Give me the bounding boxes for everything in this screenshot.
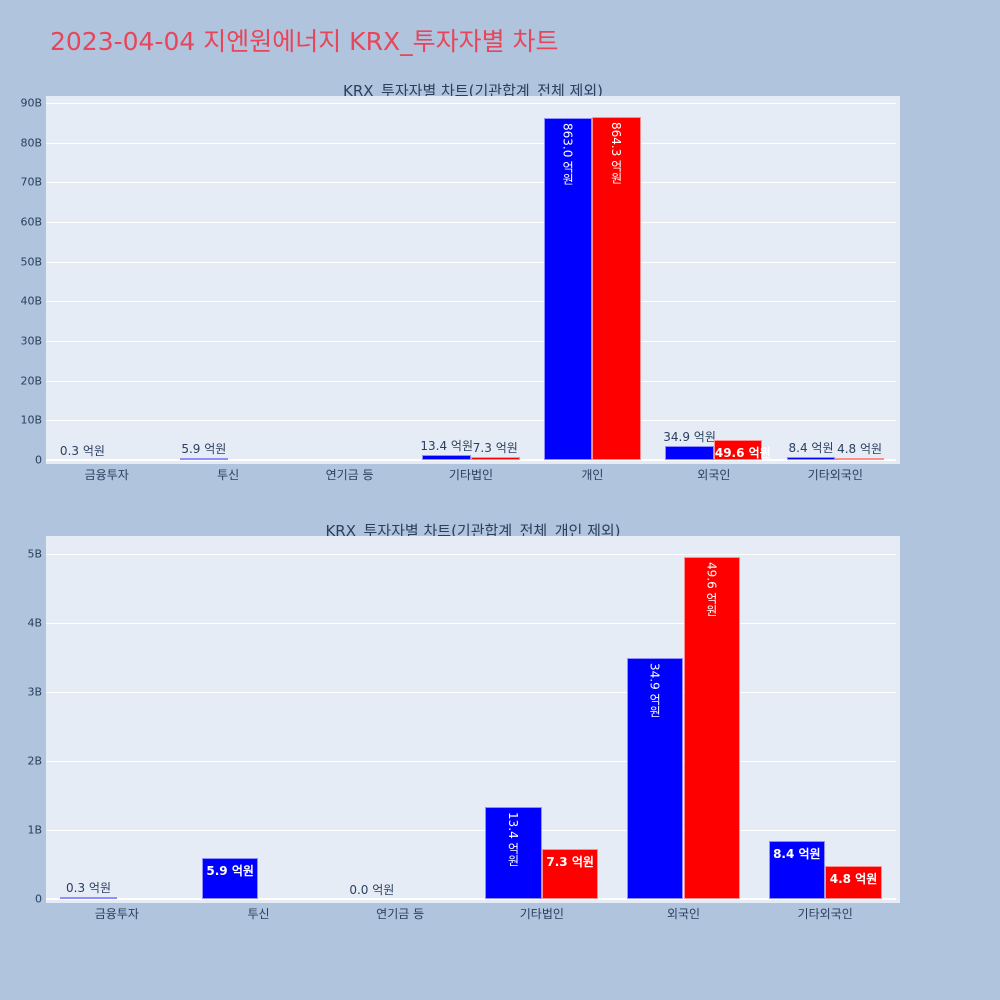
bar-value-label: 863.0 억원 xyxy=(560,122,575,185)
bar-blue[interactable] xyxy=(422,454,471,460)
page-title: 2023-04-04 지엔원에너지 KRX_투자자별 차트 xyxy=(50,27,559,56)
bar-value-label: 7.3 억원 xyxy=(546,854,594,869)
gridline xyxy=(46,420,896,422)
bar-value-label: 0.3 억원 xyxy=(59,443,105,458)
bar-red[interactable]: 49.6 억원 xyxy=(683,556,741,899)
x-tick-label: 연기금 등 xyxy=(376,907,425,921)
x-tick-label: 개인 xyxy=(581,468,604,482)
gridline xyxy=(46,830,896,831)
bar-value-label: 8.4 억원 xyxy=(788,440,834,455)
y-tick-label: 60B xyxy=(20,215,42,229)
bar-value-label: 13.4 억원 xyxy=(420,438,474,453)
x-tick-label: 투신 xyxy=(217,468,240,482)
chart1-plot-area: 0.3 억원 5.9 억원 13.4 억원 7.3 억원 863.0 억원 864.3 억… xyxy=(46,96,900,464)
bar-value-label: 7.3 억원 xyxy=(472,441,518,456)
y-tick-label: 1B xyxy=(27,823,42,837)
bar-blue[interactable] xyxy=(665,446,714,460)
bar-blue[interactable]: 863.0 억원 xyxy=(543,117,593,460)
gridline xyxy=(46,459,896,461)
bar-value-label: 4.8 억원 xyxy=(829,871,878,886)
y-tick-label: 80B xyxy=(20,136,42,150)
gridline xyxy=(46,261,896,263)
bar-value-label: 34.9 억원 xyxy=(647,663,662,718)
x-tick-label: 금융투자 xyxy=(84,468,129,482)
x-tick-label: 금융투자 xyxy=(94,907,139,921)
bar-red[interactable]: 49.6 억원 xyxy=(713,440,771,461)
y-tick-label: 10B xyxy=(20,413,42,427)
bar-red[interactable]: 7.3 억원 xyxy=(541,848,599,899)
bar-blue[interactable] xyxy=(60,896,117,899)
gridline xyxy=(46,340,896,342)
bar-blue[interactable]: 5.9 억원 xyxy=(201,858,259,899)
chart2-plot-area: 0.3 억원 5.9 억원 0.0 억원 13.4 억원 7.3 억원 34.9 억원 49… xyxy=(46,536,900,903)
bar-value-label: 864.3 억원 xyxy=(609,122,624,185)
bar-value-label: 0.3 억원 xyxy=(66,880,111,895)
bar-value-label: 13.4 억원 xyxy=(505,811,520,867)
gridline xyxy=(46,761,896,762)
y-tick-label: 70B xyxy=(20,175,42,189)
chart2-title: KRX_투자자별 차트(기관합계_전체_개인 제외) xyxy=(325,522,621,540)
x-tick-label: 투신 xyxy=(247,907,270,921)
y-tick-label: 50B xyxy=(20,255,42,269)
bar-value-label: 5.9 억원 xyxy=(181,441,227,456)
x-tick-label: 기타외국인 xyxy=(807,468,863,482)
y-tick-label: 20B xyxy=(20,374,42,388)
bar-blue[interactable] xyxy=(786,456,836,460)
bar-value-label: 8.4 억원 xyxy=(773,847,821,862)
gridline xyxy=(46,692,896,693)
y-tick-label: 30B xyxy=(20,334,42,348)
x-tick-label: 외국인 xyxy=(666,907,701,921)
gridline xyxy=(46,554,896,555)
y-tick-label: 2B xyxy=(27,754,42,768)
gridline xyxy=(46,142,896,144)
bar-red[interactable]: 4.8 억원 xyxy=(825,865,882,899)
gridline xyxy=(46,301,896,303)
y-tick-label: 4B xyxy=(27,616,42,630)
bar-value-label: 5.9 억원 xyxy=(206,864,254,879)
x-tick-label: 기타외국인 xyxy=(797,907,853,921)
y-tick-label: 0 xyxy=(35,453,42,467)
x-tick-label: 외국인 xyxy=(697,468,731,482)
y-tick-label: 40B xyxy=(20,294,42,308)
x-tick-label: 기타법인 xyxy=(448,468,494,482)
bar-value-label: 49.6 억원 xyxy=(714,446,771,461)
gridline xyxy=(46,102,896,104)
y-tick-label: 90B xyxy=(20,96,42,110)
bar-value-label: 34.9 억원 xyxy=(663,430,716,445)
bar-red[interactable]: 864.3 억원 xyxy=(592,117,641,460)
bar-blue[interactable]: 34.9 억원 xyxy=(626,658,684,899)
y-tick-label: 3B xyxy=(27,685,42,699)
gridline xyxy=(46,182,896,184)
bar-blue[interactable]: 8.4 억원 xyxy=(768,841,826,899)
chart1-title: KRX_투자자별 차트(기관합계_전체 제외) xyxy=(343,82,603,100)
gridline xyxy=(46,221,896,223)
bar-red[interactable] xyxy=(835,458,884,461)
gridline xyxy=(46,623,896,624)
bar-blue[interactable]: 13.4 억원 xyxy=(485,806,542,899)
gridline xyxy=(46,380,896,382)
y-tick-label: 0 xyxy=(35,892,42,906)
bar-red[interactable] xyxy=(471,457,520,460)
gridline xyxy=(46,898,896,900)
bar-value-label: 0.0 억원 xyxy=(349,883,395,897)
x-tick-label: 기타법인 xyxy=(519,907,564,921)
bar-blue[interactable] xyxy=(179,457,229,460)
bar-value-label: 49.6 억원 xyxy=(704,561,719,617)
y-tick-label: 5B xyxy=(27,547,42,561)
bar-value-label: 4.8 억원 xyxy=(837,442,883,457)
x-tick-label: 연기금 등 xyxy=(325,468,374,482)
